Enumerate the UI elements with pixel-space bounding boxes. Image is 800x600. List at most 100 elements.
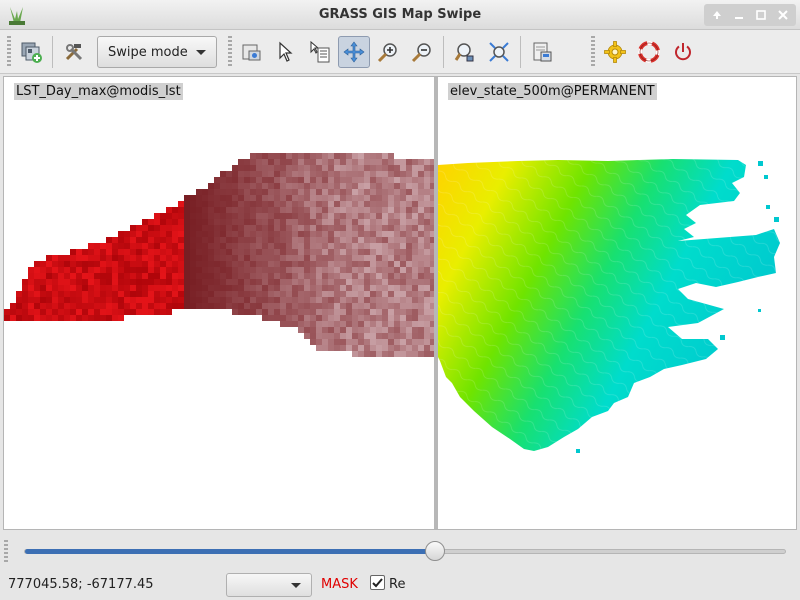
lst-raster-cell xyxy=(34,303,40,309)
help-button[interactable] xyxy=(633,36,665,68)
lst-raster-cell xyxy=(172,243,178,249)
lst-raster-cell xyxy=(382,171,388,177)
lst-raster-cell xyxy=(298,213,304,219)
lst-raster-cell xyxy=(280,255,286,261)
window-close-button[interactable] xyxy=(772,6,794,24)
lst-raster-cell xyxy=(88,279,94,285)
lst-raster-cell xyxy=(292,231,298,237)
lst-raster-cell xyxy=(352,339,358,345)
lst-raster-cell xyxy=(370,255,376,261)
swipe-mode-dropdown[interactable]: Swipe mode xyxy=(97,36,217,68)
zoom-in-button[interactable] xyxy=(372,36,404,68)
lst-raster-cell xyxy=(370,165,376,171)
lst-raster-cell xyxy=(256,153,262,159)
lst-raster-cell xyxy=(352,153,358,159)
lst-raster-cell xyxy=(304,279,310,285)
lst-raster-cell xyxy=(358,333,364,339)
lst-raster-cell xyxy=(178,261,184,267)
lst-raster-cell xyxy=(280,153,286,159)
lst-raster-cell xyxy=(298,165,304,171)
lst-raster-cell xyxy=(394,279,400,285)
window-minimize-button[interactable] xyxy=(728,6,750,24)
lst-raster-cell xyxy=(130,297,136,303)
slider-grip[interactable] xyxy=(4,540,8,562)
lst-raster-cell xyxy=(376,213,382,219)
lst-raster-cell xyxy=(124,291,130,297)
lst-raster-cell xyxy=(178,279,184,285)
zoom-extent-button[interactable] xyxy=(483,36,515,68)
lst-raster-cell xyxy=(412,249,418,255)
lst-raster-cell xyxy=(298,243,304,249)
lst-raster-cell xyxy=(412,219,418,225)
swipe-slider-track[interactable] xyxy=(24,549,786,554)
swipe-divider[interactable] xyxy=(434,77,438,529)
lst-raster-cell xyxy=(406,327,412,333)
lst-raster-cell xyxy=(352,285,358,291)
statusbar-mode-combobox[interactable] xyxy=(226,573,312,597)
lst-raster-cell xyxy=(406,207,412,213)
save-image-button[interactable] xyxy=(526,36,558,68)
lst-raster-cell xyxy=(340,159,346,165)
lst-raster-cell xyxy=(232,297,238,303)
lst-raster-cell xyxy=(400,219,406,225)
toolbar-grip[interactable] xyxy=(7,36,11,68)
left-map-pane[interactable]: LST_Day_max@modis_lst xyxy=(4,77,434,529)
swipe-slider-thumb[interactable] xyxy=(425,541,445,561)
lst-raster-cell xyxy=(322,333,328,339)
query-button[interactable] xyxy=(304,36,336,68)
lst-raster-cell xyxy=(202,189,208,195)
zoom-out-button[interactable] xyxy=(406,36,438,68)
toolbar-grip[interactable] xyxy=(591,36,595,68)
lst-raster-cell xyxy=(358,213,364,219)
lst-raster-cell xyxy=(430,213,434,219)
lst-raster-cell xyxy=(346,243,352,249)
right-map-pane[interactable]: elev_state_500m@PERMANENT xyxy=(438,77,796,529)
lst-raster-cell xyxy=(34,261,40,267)
window-up-button[interactable] xyxy=(706,6,728,24)
lst-raster-cell xyxy=(418,267,424,273)
render-checkbox[interactable] xyxy=(370,575,385,590)
zoom-back-button[interactable] xyxy=(449,36,481,68)
lst-raster-cell xyxy=(10,309,16,315)
lst-raster-cell xyxy=(412,207,418,213)
lst-raster-cell xyxy=(352,201,358,207)
lst-raster-cell xyxy=(418,327,424,333)
settings-button[interactable] xyxy=(599,36,631,68)
lst-raster-cell xyxy=(34,285,40,291)
lst-raster-cell xyxy=(208,249,214,255)
lst-raster-cell xyxy=(100,243,106,249)
map-canvas[interactable]: LST_Day_max@modis_lst xyxy=(3,76,797,530)
lst-raster-cell xyxy=(106,309,112,315)
lst-raster-cell xyxy=(310,327,316,333)
lst-raster-cell xyxy=(394,219,400,225)
quit-button[interactable] xyxy=(667,36,699,68)
lst-raster-cell xyxy=(106,303,112,309)
lst-raster-cell xyxy=(394,345,400,351)
add-layers-button[interactable] xyxy=(15,36,47,68)
lst-raster-cell xyxy=(388,213,394,219)
lst-raster-cell xyxy=(172,207,178,213)
lst-raster-cell xyxy=(364,273,370,279)
lst-raster-cell xyxy=(388,153,394,159)
toolbar-grip[interactable] xyxy=(228,36,232,68)
pointer-button[interactable] xyxy=(270,36,302,68)
display-map-button[interactable] xyxy=(236,36,268,68)
lst-raster-cell xyxy=(376,255,382,261)
pan-button[interactable] xyxy=(338,36,370,68)
lst-raster-cell xyxy=(88,285,94,291)
lst-raster-cell xyxy=(394,309,400,315)
lst-raster-cell xyxy=(58,261,64,267)
lst-raster-cell xyxy=(394,195,400,201)
lst-raster-cell xyxy=(298,279,304,285)
tools-button[interactable] xyxy=(58,36,90,68)
lst-raster-cell xyxy=(328,183,334,189)
window-maximize-button[interactable] xyxy=(750,6,772,24)
lst-raster-cell xyxy=(310,159,316,165)
lst-raster-cell xyxy=(142,237,148,243)
lst-raster-cell xyxy=(430,261,434,267)
lst-raster-cell xyxy=(364,189,370,195)
lst-raster-cell xyxy=(388,255,394,261)
lst-raster-cell xyxy=(328,225,334,231)
lst-raster-cell xyxy=(88,243,94,249)
lst-raster-cell xyxy=(334,171,340,177)
